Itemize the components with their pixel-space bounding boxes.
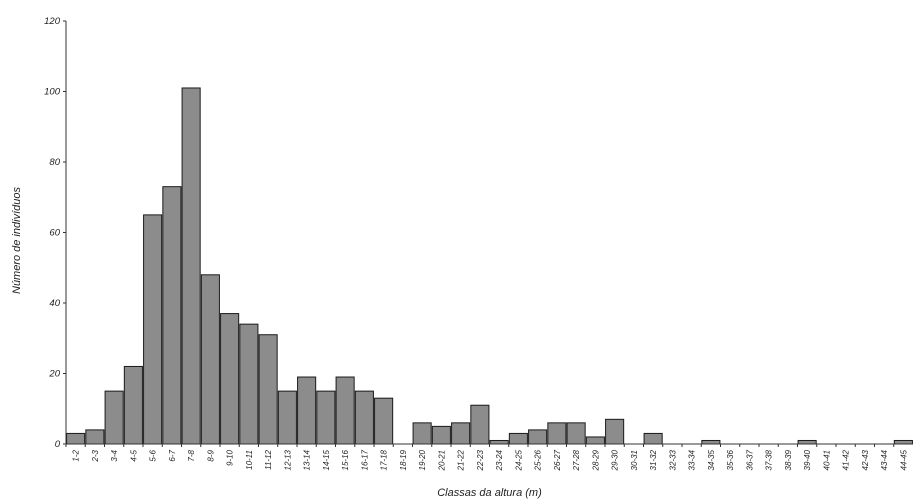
bar: [85, 429, 105, 445]
x-axis-ticks: 1-2 2-3 3-4 4-5 5-6 6-7 7-8 8-9 9-10 10-11 11-12 12…: [65, 444, 908, 471]
bar: [316, 390, 336, 445]
y-tick-label: 80: [49, 157, 60, 168]
y-axis-ticks: 0 20 40 60 80 100 120: [44, 16, 66, 450]
bar: [412, 422, 432, 445]
x-tick-label: 15-16: [341, 449, 350, 470]
bar: [566, 422, 586, 445]
bar: [547, 422, 567, 445]
x-tick-label: 33-34: [688, 449, 697, 470]
bar: [643, 432, 663, 445]
bar: [200, 274, 220, 445]
bar: [181, 87, 201, 445]
bar: [431, 425, 451, 445]
x-tick-label: 39-40: [803, 449, 812, 470]
x-axis-title: Classas da altura (m): [437, 487, 542, 499]
x-tick-label: 3-4: [110, 449, 119, 461]
bar: [354, 390, 374, 445]
x-tick-label: 5-6: [149, 449, 158, 461]
y-tick-label: 0: [55, 439, 61, 450]
x-tick-label: 44-45: [899, 449, 908, 470]
bar: [123, 365, 143, 445]
y-axis-title: Número de indivíduos: [11, 187, 23, 295]
x-tick-label: 6-7: [168, 449, 177, 461]
x-tick-label: 8-9: [206, 449, 215, 461]
bar: [797, 439, 817, 445]
x-tick-label: 9-10: [226, 449, 235, 466]
bar: [508, 432, 528, 445]
x-tick-label: 20-21: [437, 450, 446, 471]
bar: [489, 439, 509, 445]
bar: [701, 439, 721, 445]
y-tick-label: 120: [44, 16, 61, 27]
bar: [451, 422, 471, 445]
x-tick-label: 30-31: [630, 450, 639, 470]
x-tick-label: 34-35: [707, 449, 716, 470]
x-tick-label: 10-11: [245, 450, 254, 470]
x-tick-label: 24-25: [514, 449, 523, 471]
x-tick-label: 28-29: [591, 449, 600, 471]
x-tick-label: 43-44: [880, 449, 889, 470]
bar: [239, 323, 259, 445]
x-tick-label: 41-42: [842, 449, 851, 470]
x-tick-label: 37-38: [765, 449, 774, 470]
x-tick-label: 17-18: [380, 449, 389, 470]
x-tick-label: 23-24: [495, 449, 504, 471]
bar: [104, 390, 124, 445]
x-tick-label: 38-39: [784, 449, 793, 470]
x-tick-label: 21-22: [457, 449, 466, 471]
x-tick-label: 19-20: [418, 449, 427, 470]
y-tick-label: 20: [48, 369, 60, 380]
x-tick-label: 13-14: [303, 449, 312, 470]
bar: [585, 436, 605, 445]
x-tick-label: 12-13: [283, 449, 292, 470]
x-tick-label: 14-15: [322, 449, 331, 470]
x-tick-label: 7-8: [187, 449, 196, 461]
bar: [893, 439, 913, 445]
bar: [277, 390, 297, 445]
bar: [470, 404, 490, 445]
bar: [66, 432, 86, 445]
bar: [297, 376, 317, 445]
x-tick-label: 32-33: [668, 449, 677, 470]
x-tick-label: 36-37: [745, 449, 754, 470]
x-tick-label: 40-41: [822, 450, 831, 470]
bar: [220, 313, 240, 445]
x-tick-label: 35-36: [726, 449, 735, 470]
x-tick-label: 31-32: [649, 449, 658, 470]
bar: [374, 397, 394, 445]
bar: [258, 334, 278, 445]
x-tick-label: 22-23: [476, 449, 485, 471]
x-tick-label: 11-12: [264, 449, 273, 469]
y-tick-label: 100: [44, 87, 61, 98]
y-tick-label: 40: [49, 298, 60, 309]
bar: [143, 214, 163, 445]
x-tick-label: 16-17: [360, 449, 369, 470]
x-tick-label: 25-26: [534, 449, 543, 471]
x-tick-label: 2-3: [91, 449, 100, 462]
x-tick-label: 18-19: [399, 449, 408, 470]
bars: [66, 87, 913, 445]
x-tick-label: 26-27: [553, 449, 562, 471]
x-tick-label: 1-2: [72, 449, 81, 461]
x-tick-label: 42-43: [861, 449, 870, 470]
bar: [335, 376, 355, 445]
bar: [528, 429, 548, 445]
x-tick-label: 4-5: [129, 449, 138, 461]
x-tick-label: 29-30: [611, 449, 620, 471]
y-tick-label: 60: [49, 228, 60, 239]
bar: [162, 186, 182, 445]
x-tick-label: 27-28: [572, 449, 581, 471]
bar: [605, 418, 625, 445]
